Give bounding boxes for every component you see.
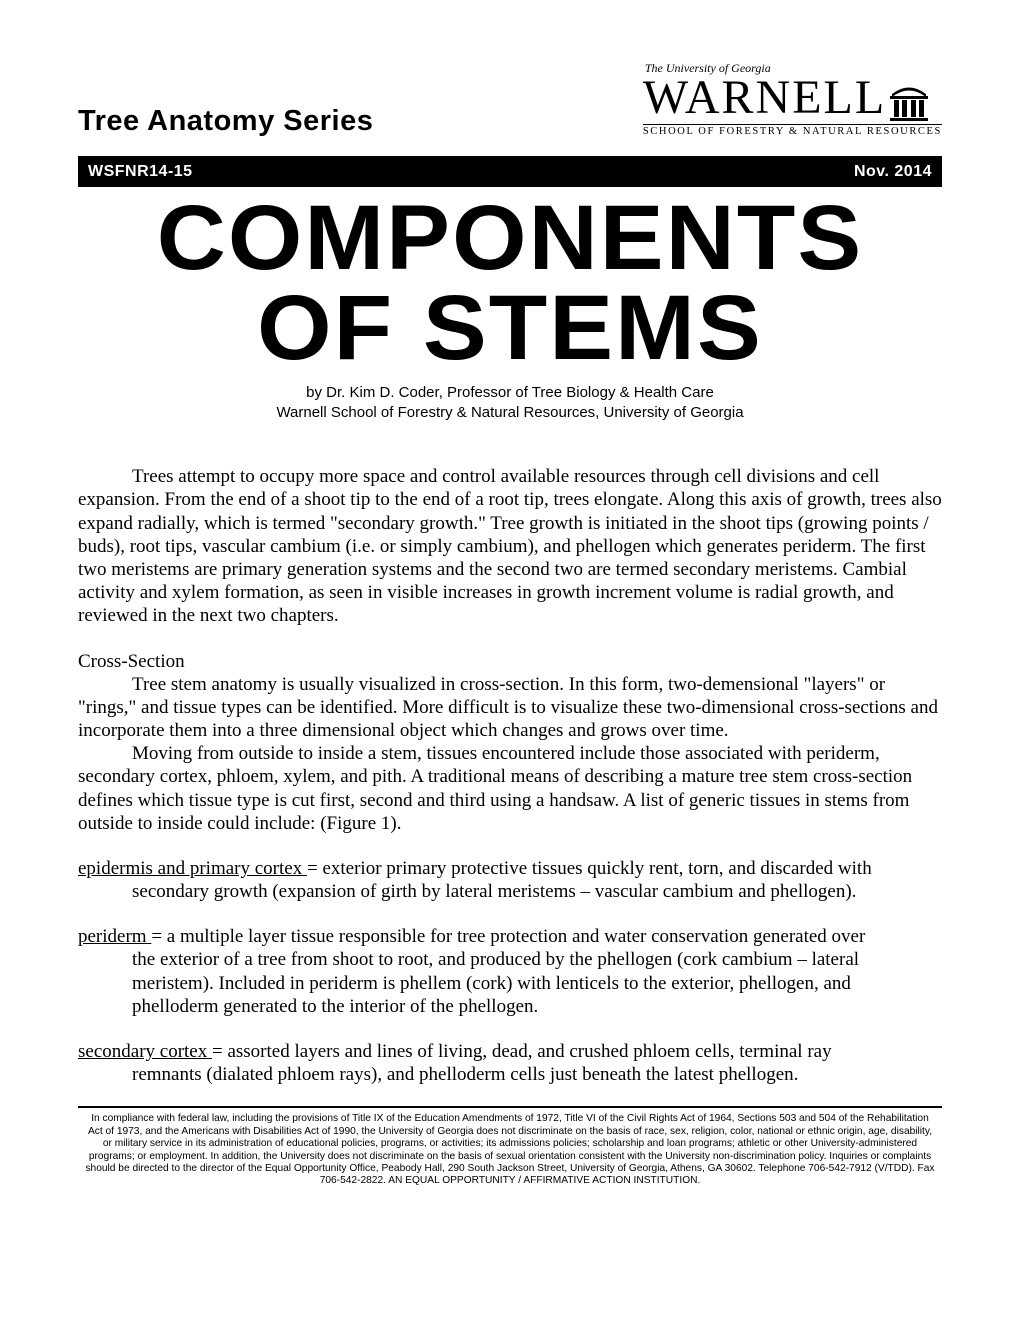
cross-section-p1: Tree stem anatomy is usually visualized …	[78, 673, 942, 743]
warnell-logo: The University of Georgia WARNELL SCHOOL…	[643, 62, 942, 138]
def-term: periderm	[78, 926, 151, 947]
header: Tree Anatomy Series The University of Ge…	[78, 62, 942, 138]
def-term: secondary cortex	[78, 1041, 212, 1062]
arch-icon	[890, 82, 928, 122]
byline-author: by Dr. Kim D. Coder, Professor of Tree B…	[78, 383, 942, 403]
intro-paragraph: Trees attempt to occupy more space and c…	[78, 465, 942, 627]
definition-periderm: periderm = a multiple layer tissue respo…	[78, 925, 942, 1018]
def-lead: = exterior primary protective tissues qu…	[307, 858, 872, 879]
document-date: Nov. 2014	[854, 163, 932, 181]
cross-section-block: Cross-Section Tree stem anatomy is usual…	[78, 650, 942, 835]
byline: by Dr. Kim D. Coder, Professor of Tree B…	[78, 383, 942, 424]
title-line-1: COMPONENTS	[61, 193, 960, 283]
def-continuation: the exterior of a tree from shoot to roo…	[78, 948, 942, 1018]
definition-secondary-cortex: secondary cortex = assorted layers and l…	[78, 1040, 942, 1086]
byline-affiliation: Warnell School of Forestry & Natural Res…	[78, 403, 942, 423]
series-title: Tree Anatomy Series	[78, 105, 373, 138]
compliance-footer: In compliance with federal law, includin…	[78, 1113, 942, 1188]
cross-section-p2: Moving from outside to inside a stem, ti…	[78, 742, 942, 835]
def-term: epidermis and primary cortex	[78, 858, 307, 879]
definition-epidermis: epidermis and primary cortex = exterior …	[78, 857, 942, 903]
title-line-2: OF STEMS	[61, 283, 960, 373]
def-continuation: remnants (dialated phloem rays), and phe…	[78, 1063, 942, 1086]
footer-divider	[78, 1106, 942, 1108]
def-lead: = a multiple layer tissue responsible fo…	[151, 926, 865, 947]
info-bar: WSFNR14-15 Nov. 2014	[78, 156, 942, 187]
document-id: WSFNR14-15	[88, 163, 193, 181]
logo-name: WARNELL	[643, 74, 886, 122]
def-continuation: secondary growth (expansion of girth by …	[78, 880, 942, 903]
main-title: COMPONENTS OF STEMS	[61, 193, 960, 373]
def-lead: = assorted layers and lines of living, d…	[212, 1041, 832, 1062]
body-content: Trees attempt to occupy more space and c…	[78, 465, 942, 1086]
cross-section-heading: Cross-Section	[78, 650, 942, 673]
logo-subtitle: SCHOOL OF FORESTRY & NATURAL RESOURCES	[643, 124, 942, 138]
logo-main: WARNELL	[643, 74, 942, 122]
